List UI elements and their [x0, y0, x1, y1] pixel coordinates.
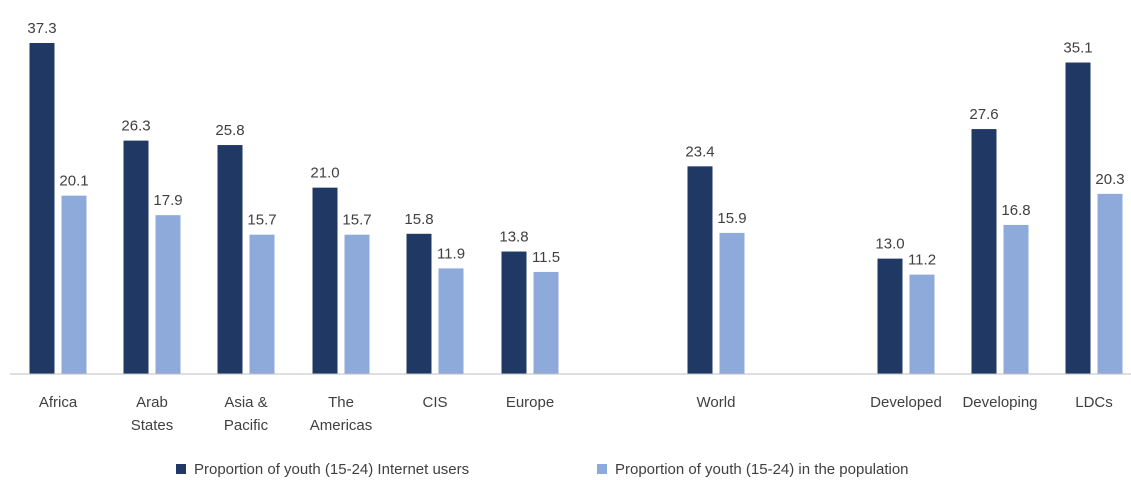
bar-internet-users-4: [406, 233, 432, 374]
value-label-population-2: 15.7: [247, 212, 276, 229]
bar-internet-users-2: [217, 145, 243, 374]
value-label-internet-users-7: 13.0: [875, 236, 904, 253]
value-label-internet-users-0: 37.3: [27, 20, 56, 37]
value-label-population-0: 20.1: [59, 173, 88, 190]
legend-label-population: Proportion of youth (15-24) in the popul…: [615, 461, 909, 478]
bar-population-6: [719, 232, 745, 374]
value-label-population-9: 20.3: [1095, 171, 1124, 188]
bar-internet-users-3: [312, 187, 338, 374]
category-label-7-line-0: Developed: [870, 394, 942, 411]
bar-population-4: [438, 268, 464, 374]
bar-population-5: [533, 271, 559, 374]
value-label-population-4: 11.9: [437, 245, 465, 262]
category-label-4-line-0: CIS: [422, 394, 447, 411]
category-label-8-line-0: Developing: [962, 394, 1037, 411]
value-label-internet-users-6: 23.4: [685, 143, 714, 160]
bar-population-2: [249, 234, 275, 374]
bar-population-0: [61, 195, 87, 374]
bar-population-3: [344, 234, 370, 374]
value-label-internet-users-9: 35.1: [1063, 40, 1092, 57]
value-label-population-8: 16.8: [1001, 202, 1030, 219]
bar-population-7: [909, 274, 935, 374]
value-label-internet-users-2: 25.8: [215, 122, 244, 139]
bar-internet-users-0: [29, 43, 55, 374]
value-label-population-1: 17.9: [153, 192, 182, 209]
bar-population-8: [1003, 224, 1029, 374]
bar-internet-users-1: [123, 140, 149, 374]
bar-internet-users-6: [687, 166, 713, 374]
bar-population-9: [1097, 193, 1123, 374]
bars-layer: [29, 43, 1123, 374]
bar-internet-users-7: [877, 258, 903, 374]
category-label-0-line-0: Africa: [39, 394, 78, 411]
category-label-2-line-0: Asia &: [224, 394, 267, 411]
value-labels-layer: 37.3 20.1 26.3 17.9 25.8 15.7 21.0 15.7 15.811.9…: [27, 20, 1124, 269]
value-label-population-6: 15.9: [717, 210, 746, 227]
category-label-3-line-1: Americas: [310, 417, 373, 434]
legend: Proportion of youth (15-24) Internet use…: [176, 461, 909, 478]
bar-population-1: [155, 215, 181, 374]
legend-label-internet-users: Proportion of youth (15-24) Internet use…: [194, 461, 469, 478]
value-label-population-5: 11.5: [532, 249, 560, 266]
value-label-internet-users-1: 26.3: [121, 118, 150, 135]
category-label-1-line-0: Arab: [136, 394, 168, 411]
value-label-internet-users-5: 13.8: [499, 229, 528, 246]
category-label-2-line-1: Pacific: [224, 417, 269, 434]
bar-internet-users-5: [501, 251, 527, 374]
category-label-1-line-1: States: [131, 417, 174, 434]
category-labels-layer: Africa Arab States Asia & Pacific The Americas…: [39, 394, 1113, 434]
value-label-population-3: 15.7: [342, 212, 371, 229]
value-label-internet-users-3: 21.0: [310, 165, 339, 182]
category-label-5-line-0: Europe: [506, 394, 554, 411]
category-label-6-line-0: World: [697, 394, 736, 411]
legend-swatch-internet-users: [176, 464, 186, 474]
category-label-3-line-0: The: [328, 394, 354, 411]
value-label-internet-users-8: 27.6: [969, 106, 998, 123]
category-label-9-line-0: LDCs: [1075, 394, 1113, 411]
bar-internet-users-8: [971, 129, 997, 374]
bar-internet-users-9: [1065, 62, 1091, 374]
value-label-internet-users-4: 15.8: [404, 211, 433, 228]
value-label-population-7: 11.2: [908, 252, 936, 269]
legend-swatch-population: [597, 464, 607, 474]
